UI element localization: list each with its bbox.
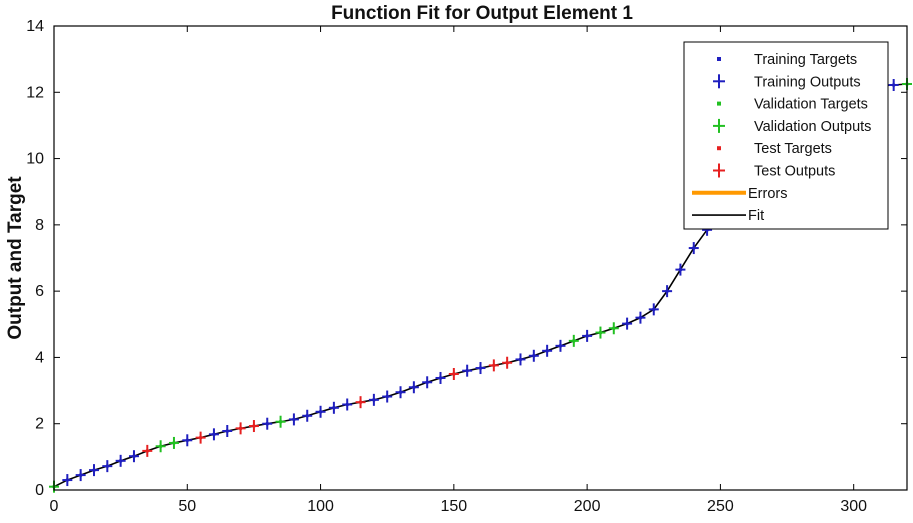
plot-frame bbox=[53, 25, 908, 491]
test-outputs-legend-marker bbox=[713, 163, 725, 178]
training-output-marker bbox=[208, 428, 219, 441]
test-outputs-legend-label: Test Outputs bbox=[754, 164, 835, 180]
test-output-marker bbox=[142, 444, 153, 457]
validation-targets-legend-label: Validation Targets bbox=[754, 97, 868, 113]
training-output-marker bbox=[328, 401, 339, 414]
training-output-marker bbox=[368, 393, 379, 406]
test-output-marker bbox=[195, 431, 206, 444]
training-output-marker bbox=[288, 413, 299, 426]
test-output-marker bbox=[448, 368, 459, 380]
training-output-marker bbox=[88, 464, 99, 477]
training-output-marker bbox=[462, 364, 473, 377]
test-output-marker bbox=[355, 396, 366, 409]
training-output-marker bbox=[675, 263, 686, 276]
validation-outputs-legend-marker bbox=[713, 118, 725, 133]
training-output-marker bbox=[515, 353, 526, 366]
training-targets-legend-label: Training Targets bbox=[754, 52, 857, 68]
training-output-marker bbox=[622, 317, 633, 330]
test-output-marker bbox=[488, 359, 499, 372]
training-output-marker bbox=[688, 242, 699, 255]
training-output-marker bbox=[262, 417, 273, 430]
y-tick-label: 2 bbox=[35, 416, 44, 433]
y-tick-label: 6 bbox=[35, 283, 44, 300]
y-axis-label: Output and Target bbox=[5, 176, 26, 340]
validation-output-marker bbox=[608, 322, 619, 335]
training-output-marker bbox=[635, 311, 646, 324]
x-tick-label: 300 bbox=[840, 498, 867, 515]
validation-outputs-legend-label: Validation Outputs bbox=[754, 119, 871, 135]
validation-output-marker bbox=[595, 326, 606, 339]
training-output-marker bbox=[315, 405, 326, 418]
test-targets-legend-marker bbox=[717, 146, 721, 151]
validation-targets-legend-marker bbox=[717, 101, 721, 106]
test-output-marker bbox=[502, 356, 513, 369]
validation-output-marker bbox=[155, 440, 166, 453]
x-tick-label: 0 bbox=[50, 498, 59, 515]
training-output-marker bbox=[222, 425, 233, 438]
validation-output-marker bbox=[168, 436, 179, 449]
training-output-marker bbox=[342, 398, 353, 411]
training-output-marker bbox=[422, 376, 433, 389]
chart-title: Function Fit for Output Element 1 bbox=[331, 3, 633, 24]
x-tick-label: 250 bbox=[707, 498, 734, 515]
y-tick-label: 12 bbox=[26, 84, 44, 101]
y-tick-label: 14 bbox=[26, 18, 44, 35]
training-output-marker bbox=[662, 285, 673, 298]
y-tick-label: 10 bbox=[26, 151, 44, 168]
legend: Training Targets Training Outputs Validati… bbox=[683, 41, 889, 230]
errors-legend-label: Errors bbox=[748, 186, 787, 202]
x-tick-label: 100 bbox=[307, 498, 334, 515]
test-output-marker bbox=[235, 422, 246, 435]
training-output-marker bbox=[382, 390, 393, 403]
training-output-marker bbox=[182, 434, 193, 447]
training-output-marker bbox=[542, 344, 553, 357]
test-targets-legend-label: Test Targets bbox=[754, 141, 832, 157]
test-output-marker bbox=[248, 420, 259, 433]
x-tick-label: 150 bbox=[440, 498, 467, 515]
y-tick-label: 0 bbox=[35, 482, 44, 499]
training-output-marker bbox=[102, 460, 113, 473]
training-output-marker bbox=[582, 329, 593, 342]
training-targets-legend-marker bbox=[717, 57, 721, 61]
training-output-marker bbox=[435, 371, 446, 384]
training-output-marker bbox=[475, 362, 486, 375]
y-tick-label: 8 bbox=[35, 217, 44, 234]
legend-box bbox=[683, 41, 889, 230]
training-output-marker bbox=[408, 381, 419, 394]
training-output-marker bbox=[75, 469, 86, 482]
training-output-marker bbox=[115, 454, 126, 467]
fit-legend-label: Fit bbox=[748, 208, 764, 224]
x-tick-label: 50 bbox=[178, 498, 196, 515]
training-output-marker bbox=[395, 386, 406, 399]
validation-output-marker bbox=[568, 334, 579, 347]
y-tick-label: 4 bbox=[35, 349, 44, 366]
validation-output-marker bbox=[275, 415, 286, 428]
training-output-marker bbox=[888, 78, 899, 91]
x-tick-label: 200 bbox=[574, 498, 601, 515]
training-output-marker bbox=[128, 450, 139, 463]
training-output-marker bbox=[302, 409, 313, 422]
training-output-marker bbox=[528, 349, 539, 362]
training-outputs-legend-label: Training Outputs bbox=[754, 74, 861, 90]
training-output-marker bbox=[62, 474, 73, 487]
training-output-marker bbox=[648, 303, 659, 316]
training-output-marker bbox=[555, 339, 566, 352]
training-outputs-legend-marker bbox=[713, 74, 725, 89]
